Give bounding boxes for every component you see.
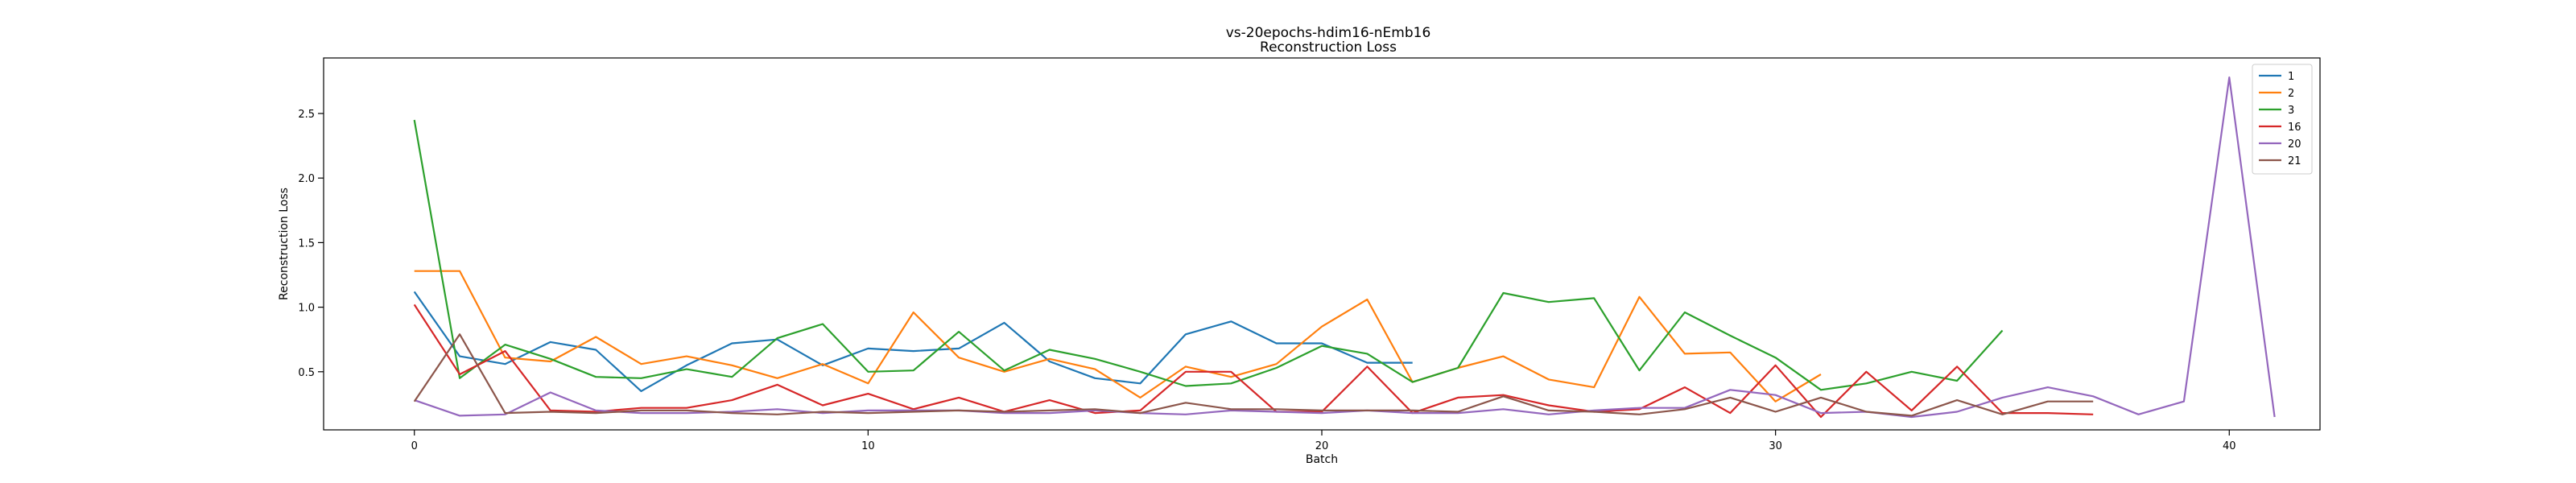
x-axis: 0 10 20 30 40 (411, 430, 2236, 452)
y-tick-label: 1.0 (298, 303, 315, 315)
y-tick-label: 0.5 (298, 367, 315, 379)
y-axis-label: Reconstruction Loss (278, 188, 291, 300)
x-tick-label: 10 (861, 440, 875, 452)
legend-label: 21 (2288, 155, 2301, 167)
legend-box (2252, 64, 2313, 175)
series-line-2 (414, 270, 1822, 402)
legend-label: 20 (2288, 138, 2301, 151)
legend-label: 1 (2288, 71, 2294, 83)
x-axis-label: Batch (1306, 453, 1338, 466)
x-tick-label: 0 (411, 440, 418, 452)
x-tick-label: 20 (1315, 440, 1329, 452)
series-line-21 (413, 333, 2094, 417)
y-axis: 0.5 1.0 1.5 2.0 2.5 (298, 109, 324, 379)
series-lines (413, 76, 2276, 419)
x-tick-label: 40 (2223, 440, 2236, 452)
x-tick-label: 30 (1769, 440, 1782, 452)
y-tick-label: 2.5 (298, 109, 315, 121)
series-line-1 (413, 291, 1413, 392)
legend: 1 2 3 16 20 21 (2252, 64, 2313, 175)
legend-label: 2 (2288, 88, 2294, 100)
series-line-16 (413, 303, 2094, 419)
legend-label: 3 (2288, 105, 2294, 117)
chart-title: vs-20epochs-hdim16-nEmb16 (1226, 25, 1431, 41)
chart-subtitle: Reconstruction Loss (1260, 39, 1397, 56)
y-tick-label: 1.5 (298, 237, 315, 250)
legend-label: 16 (2288, 122, 2301, 134)
series-line-3 (413, 119, 2004, 391)
y-tick-label: 2.0 (298, 173, 315, 185)
series-line-20 (414, 76, 2276, 419)
